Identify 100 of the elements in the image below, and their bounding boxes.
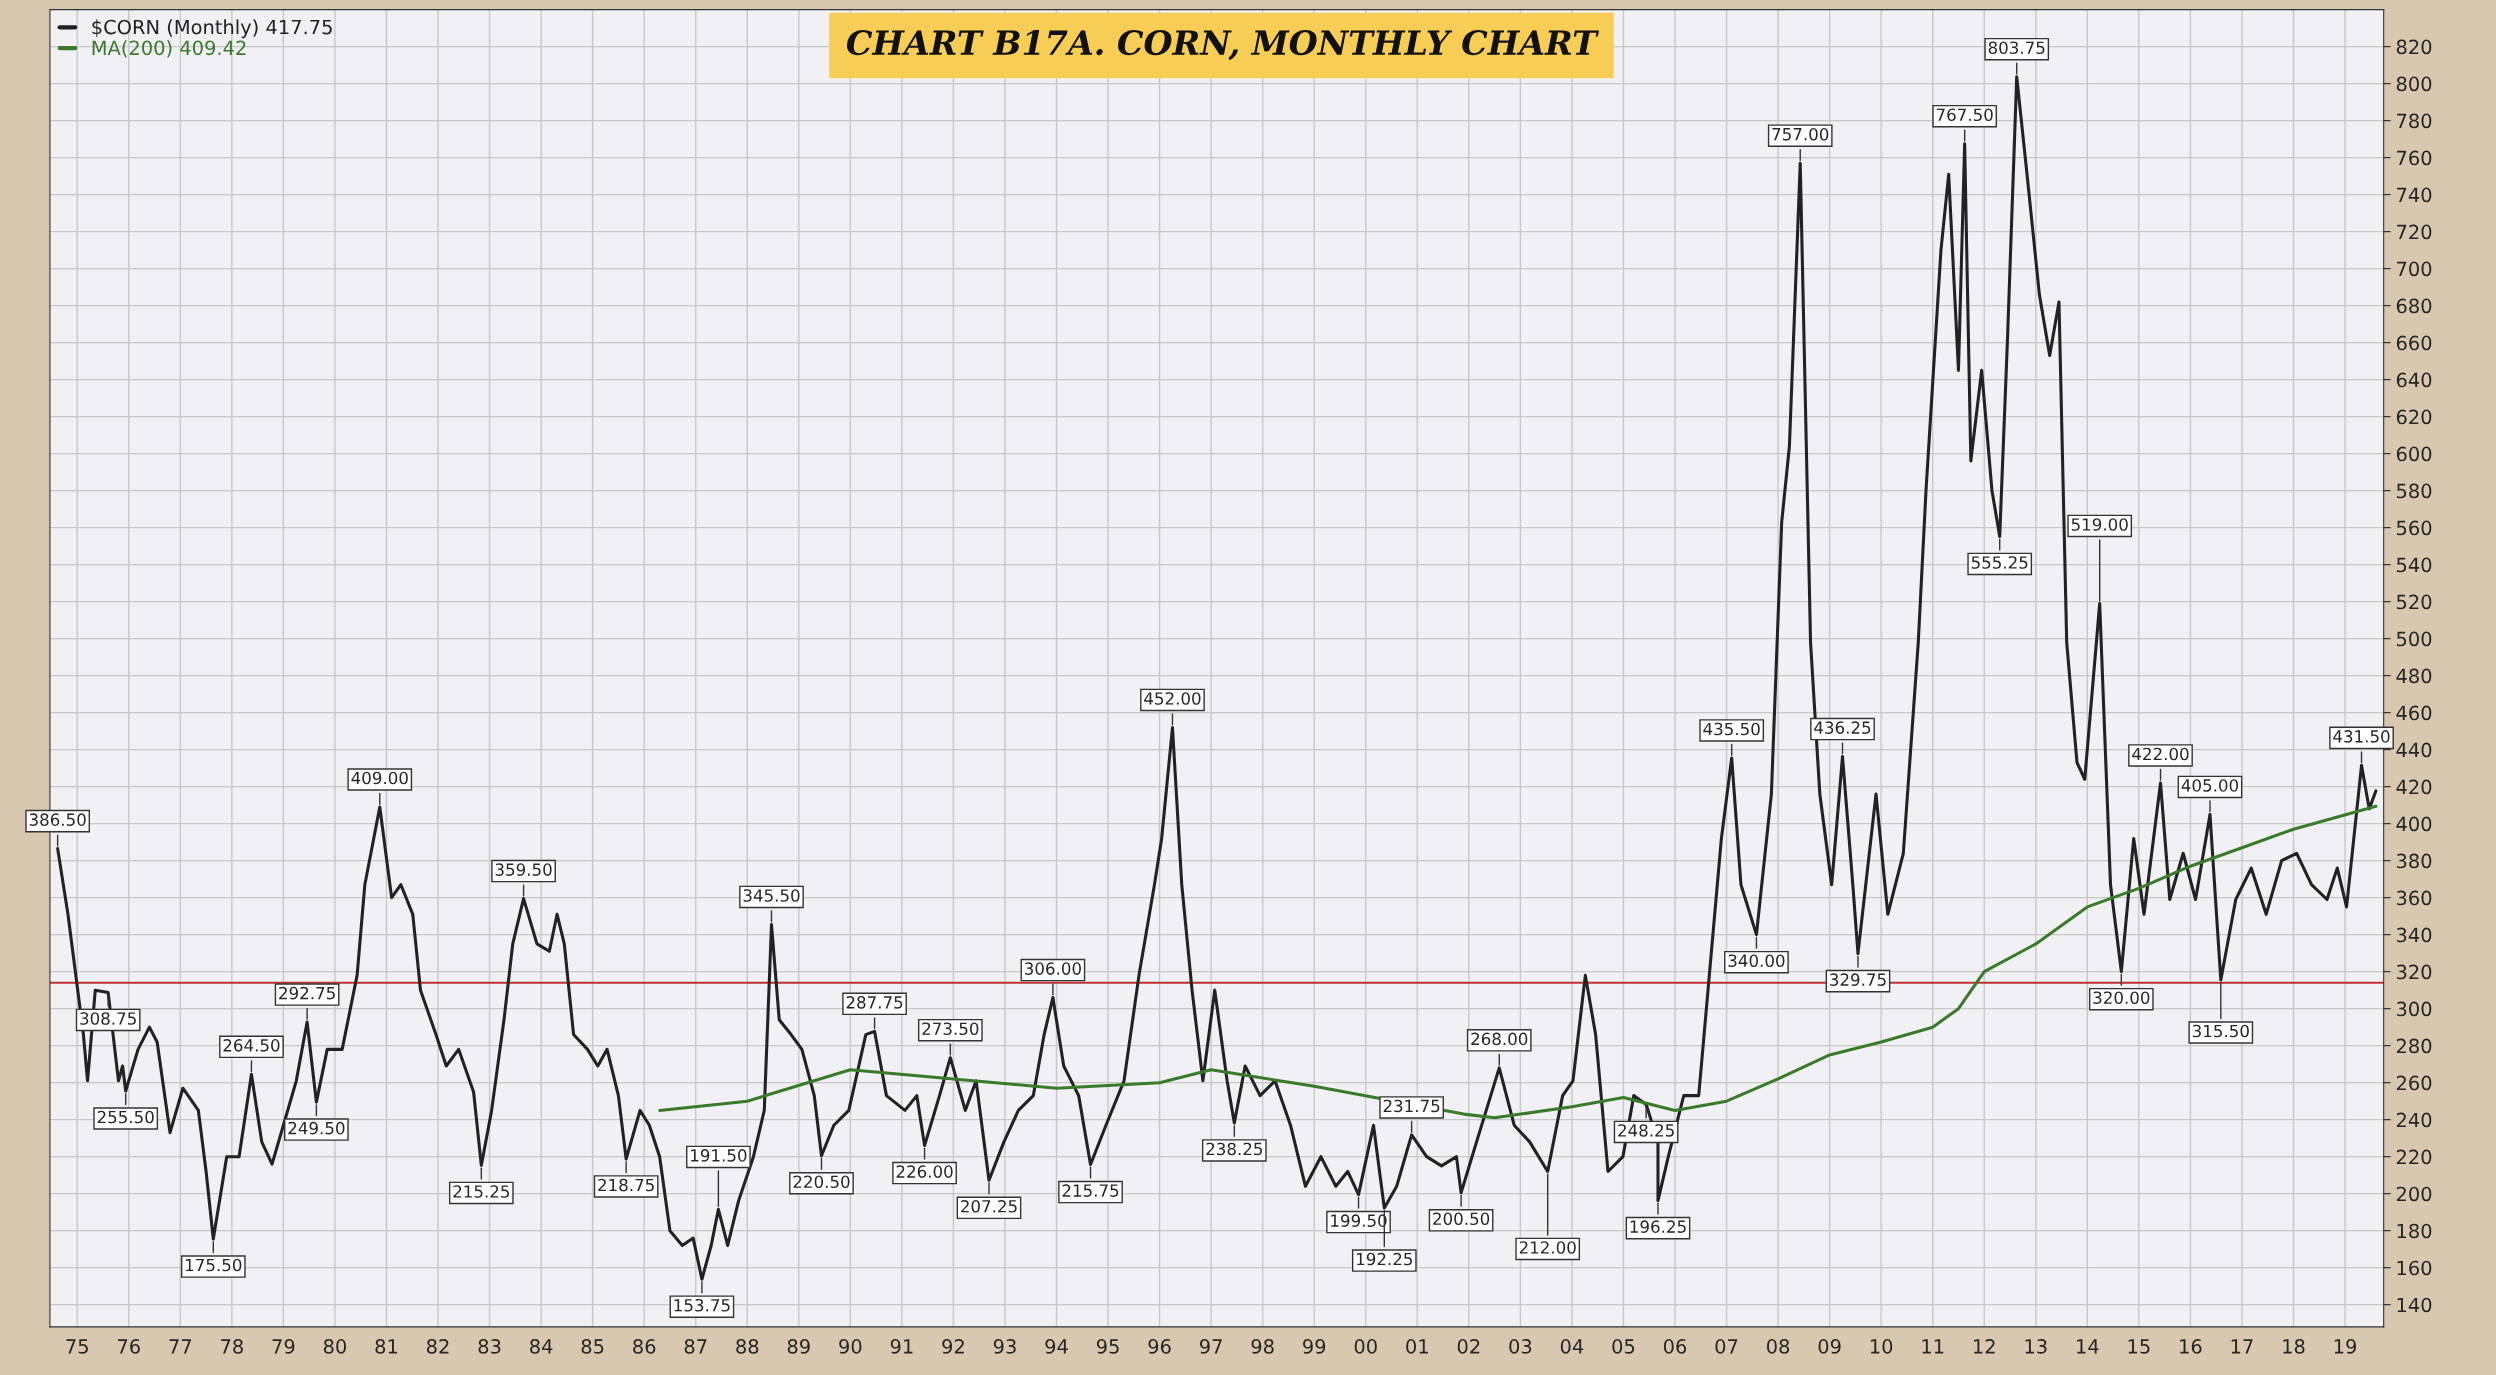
- legend-label: MA(200) 409.42: [92, 40, 246, 58]
- y-tick-label: 620: [2396, 409, 2432, 425]
- x-tick-label: 95: [1096, 1339, 1119, 1354]
- annotation: 191.50: [691, 1149, 747, 1162]
- x-tick-label: 10: [1870, 1339, 1893, 1354]
- annotation: 409.00: [351, 771, 408, 785]
- x-tick-label: 02: [1457, 1339, 1480, 1354]
- x-tick-label: 84: [530, 1339, 553, 1354]
- x-tick-label: 14: [2077, 1339, 2099, 1354]
- y-tick-label: 680: [2396, 298, 2432, 314]
- annotation: 287.75: [846, 996, 903, 1009]
- annotation: 268.00: [1471, 1032, 1528, 1046]
- y-tick-label: 820: [2396, 39, 2432, 55]
- y-tick-label: 160: [2397, 1260, 2432, 1276]
- x-tick-label: 97: [1199, 1339, 1222, 1354]
- y-tick-label: 200: [2396, 1186, 2432, 1202]
- x-tick-label: 82: [426, 1339, 449, 1354]
- y-tick-label: 260: [2396, 1075, 2432, 1091]
- x-tick-label: 91: [890, 1339, 913, 1354]
- annotation: 555.25: [1971, 556, 2028, 569]
- x-tick-label: 86: [633, 1339, 656, 1354]
- x-tick-label: 79: [272, 1339, 295, 1354]
- annotation: 218.75: [598, 1178, 654, 1192]
- y-tick-label: 440: [2396, 742, 2432, 758]
- x-tick-label: 19: [2334, 1339, 2357, 1354]
- annotation: 436.25: [1814, 721, 1871, 734]
- x-tick-label: 00: [1354, 1339, 1377, 1354]
- x-tick-label: 94: [1045, 1339, 1068, 1354]
- annotation: 422.00: [2132, 747, 2189, 761]
- annotation: 220.50: [793, 1175, 850, 1189]
- x-tick-label: 80: [323, 1339, 347, 1354]
- x-tick-label: 99: [1303, 1339, 1326, 1354]
- y-tick-label: 780: [2397, 113, 2432, 129]
- x-tick-label: 12: [1974, 1339, 1995, 1354]
- annotation: 249.50: [288, 1121, 345, 1135]
- annotation: 452.00: [1144, 692, 1201, 705]
- x-tick-label: 96: [1148, 1339, 1171, 1354]
- annotation: 192.25: [1356, 1252, 1413, 1266]
- y-tick-label: 800: [2396, 76, 2432, 92]
- annotation: 306.00: [1025, 962, 1081, 975]
- annotation: 175.50: [185, 1258, 242, 1272]
- annotation: 757.00: [1772, 127, 1829, 141]
- x-tick-label: 75: [66, 1339, 88, 1354]
- annotation: 329.75: [1830, 973, 1886, 986]
- annotation: 231.75: [1383, 1099, 1440, 1113]
- y-tick-label: 660: [2396, 335, 2432, 351]
- annotation: 196.25: [1630, 1220, 1686, 1233]
- y-tick-label: 520: [2396, 594, 2432, 610]
- y-tick-label: 700: [2397, 261, 2432, 277]
- x-tick-label: 13: [2025, 1339, 2047, 1354]
- y-tick-label: 400: [2396, 816, 2432, 832]
- annotation: 431.50: [2333, 730, 2390, 743]
- x-tick-label: 04: [1560, 1339, 1584, 1354]
- y-tick-label: 600: [2396, 446, 2432, 462]
- x-tick-label: 15: [2128, 1339, 2150, 1354]
- annotation: 292.75: [279, 986, 335, 1000]
- annotation: 345.50: [743, 889, 800, 902]
- y-tick-label: 760: [2397, 150, 2432, 166]
- annotation: 238.25: [1206, 1142, 1263, 1156]
- annotation: 767.50: [1936, 108, 1993, 122]
- annotation: 255.50: [97, 1110, 154, 1124]
- annotation: 248.25: [1618, 1124, 1674, 1137]
- y-tick-label: 560: [2396, 520, 2432, 536]
- y-tick-label: 420: [2396, 779, 2432, 795]
- y-tick-label: 140: [2397, 1297, 2432, 1313]
- legend-label: $CORN (Monthly) 417.75: [92, 19, 332, 39]
- annotation: 215.75: [1062, 1184, 1119, 1197]
- annotation: 207.25: [961, 1200, 1017, 1213]
- y-tick-label: 640: [2396, 372, 2432, 388]
- x-tick-label: 98: [1251, 1339, 1274, 1354]
- annotation: 519.00: [2071, 518, 2128, 531]
- annotation: 435.50: [1703, 722, 1760, 736]
- x-tick-label: 76: [118, 1339, 140, 1354]
- y-tick-label: 500: [2396, 631, 2432, 647]
- y-tick-label: 580: [2396, 483, 2432, 499]
- y-tick-label: 460: [2396, 705, 2432, 721]
- x-tick-label: 07: [1715, 1339, 1738, 1354]
- x-tick-label: 77: [169, 1339, 192, 1354]
- x-tick-label: 89: [787, 1339, 810, 1354]
- x-tick-label: 08: [1766, 1339, 1790, 1354]
- y-tick-label: 320: [2396, 964, 2432, 980]
- y-tick-label: 540: [2396, 557, 2432, 573]
- annotation: 153.75: [674, 1298, 730, 1312]
- x-tick-label: 92: [942, 1339, 964, 1354]
- x-tick-label: 16: [2180, 1339, 2202, 1354]
- y-tick-label: 340: [2396, 927, 2432, 943]
- y-tick-label: 220: [2396, 1149, 2432, 1165]
- y-tick-label: 740: [2397, 187, 2432, 203]
- x-tick-label: 90: [839, 1339, 862, 1354]
- x-tick-label: 88: [736, 1339, 759, 1354]
- y-tick-label: 380: [2396, 853, 2432, 869]
- x-tick-label: 11: [1922, 1339, 1944, 1354]
- x-tick-label: 05: [1612, 1339, 1635, 1354]
- annotation: 273.50: [922, 1022, 979, 1036]
- annotation: 340.00: [1728, 954, 1785, 968]
- annotation: 315.50: [2192, 1024, 2249, 1038]
- x-tick-label: 85: [581, 1339, 604, 1354]
- annotation: 320.00: [2093, 991, 2150, 1005]
- annotation: 264.50: [223, 1039, 280, 1052]
- text: CHART B17A. CORN, MONTHLY CHART: [847, 29, 1600, 61]
